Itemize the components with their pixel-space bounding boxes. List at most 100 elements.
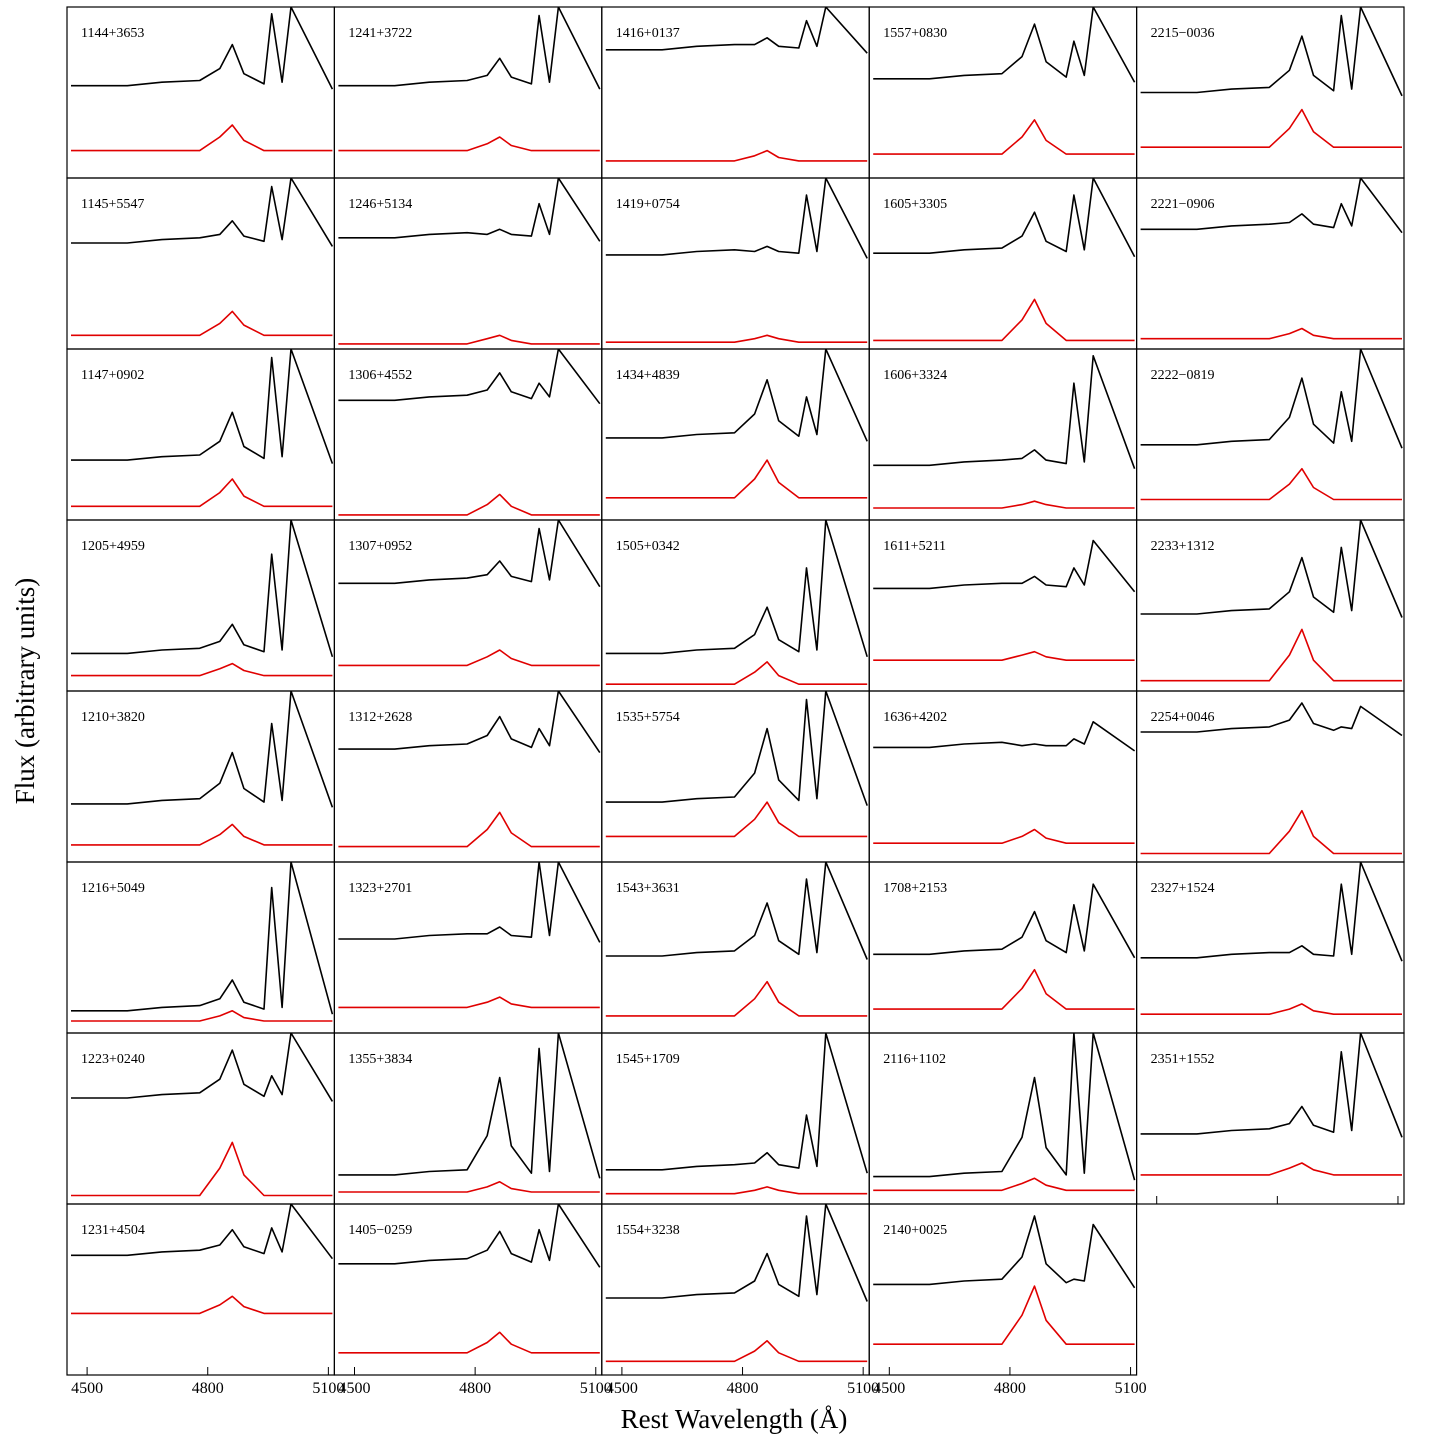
x-tick-label: 4500	[339, 1380, 371, 1397]
spectrum-line	[71, 862, 334, 1015]
spectrum-line	[71, 1204, 334, 1260]
spectrum-line	[338, 862, 601, 943]
panel-label: 2254+0046	[1151, 710, 1215, 725]
spectrum-line	[71, 662, 333, 677]
panel-label: 1708+2153	[883, 881, 947, 896]
spectrum-line	[1140, 809, 1402, 855]
panel	[605, 7, 868, 162]
spectrum-line	[605, 1340, 868, 1363]
panel	[873, 1033, 1136, 1192]
spectrum-line	[1140, 862, 1403, 962]
panel-label: 1306+4552	[348, 368, 412, 383]
panel-label: 1405−0259	[348, 1223, 412, 1238]
panel	[71, 691, 334, 846]
spectrum-line	[71, 1295, 333, 1315]
panel	[338, 691, 601, 848]
spectrum-line	[1140, 108, 1402, 148]
spectrum-line	[338, 691, 601, 754]
panel	[605, 349, 868, 499]
spectrum-line	[1140, 467, 1402, 501]
spectrum-line	[71, 349, 334, 464]
spectrum-line	[873, 1177, 1135, 1192]
panel	[605, 178, 868, 344]
panel	[1140, 1033, 1403, 1176]
panel	[873, 539, 1136, 662]
spectrum-line	[338, 520, 601, 588]
panel-label: 1307+0952	[348, 539, 412, 554]
spectrum-line	[338, 136, 600, 152]
spectrum-line	[1140, 628, 1402, 682]
spectrum-line	[605, 801, 868, 838]
panel	[338, 520, 601, 667]
spectrum-line	[1140, 7, 1403, 97]
panel	[338, 1033, 601, 1193]
panel	[338, 862, 601, 1009]
x-tick-label: 5100	[580, 1380, 612, 1397]
panel-label: 1543+3631	[616, 881, 680, 896]
panel	[71, 862, 334, 1022]
y-axis-title: Flux (arbitrary units)	[10, 578, 40, 804]
panel-label: 1611+5211	[883, 539, 946, 554]
spectrum-line	[338, 7, 601, 90]
x-tick-label: 4800	[994, 1380, 1026, 1397]
spectrum-line	[605, 1186, 868, 1195]
panel	[605, 691, 868, 838]
panel-label: 2140+0025	[883, 1223, 947, 1238]
panel	[1140, 7, 1403, 148]
spectrum-line	[605, 1204, 868, 1302]
spectrum-line	[873, 1215, 1136, 1289]
spectrum-line	[873, 650, 1135, 662]
spectrum-line	[71, 124, 333, 152]
x-tick-label: 4500	[71, 1380, 103, 1397]
panel-label: 1419+0754	[616, 197, 680, 212]
spectrum-line	[605, 178, 868, 259]
spectrum-line	[71, 310, 333, 337]
panel	[338, 1204, 601, 1354]
panel-label: 1312+2628	[348, 710, 412, 725]
spectrum-line	[71, 1009, 333, 1022]
panel-label: 2351+1552	[1151, 1052, 1215, 1067]
panel-label: 2215−0036	[1151, 26, 1215, 41]
spectrum-line	[71, 178, 334, 247]
panel-frame	[1135, 1032, 1405, 1205]
spectrum-line	[605, 980, 868, 1017]
x-tick-label: 5100	[1115, 1380, 1147, 1397]
spectrum-line	[1140, 702, 1403, 737]
spectrum-line	[873, 883, 1136, 959]
panel-label: 1147+0902	[81, 368, 144, 383]
x-tick-label: 5100	[847, 1380, 879, 1397]
spectrum-line	[605, 661, 868, 686]
spectrum-line	[605, 7, 868, 54]
panel-label: 1636+4202	[883, 710, 947, 725]
spectrum-line	[873, 298, 1135, 342]
spectrum-line	[338, 334, 600, 345]
panel	[1140, 702, 1403, 855]
panel-label: 2116+1102	[883, 1052, 946, 1067]
panel	[338, 7, 601, 152]
panel-label: 2233+1312	[1151, 539, 1215, 554]
panel	[605, 1033, 868, 1195]
spectrum-line	[338, 1181, 600, 1193]
panel	[71, 349, 334, 508]
spectrum-line	[873, 539, 1136, 593]
spectrum-line	[605, 349, 868, 442]
spectrum-line	[338, 996, 600, 1009]
spectrum-line	[338, 1033, 601, 1179]
panel-label: 1246+5134	[348, 197, 412, 212]
spectrum-line	[338, 811, 600, 848]
panel-label: 2327+1524	[1151, 881, 1215, 896]
panel	[71, 520, 334, 677]
panel	[605, 1204, 868, 1363]
spectrum-line	[873, 354, 1136, 469]
spectrum-line	[71, 1141, 333, 1197]
panel-label: 1416+0137	[616, 26, 680, 41]
panel-label: 1223+0240	[81, 1052, 145, 1067]
x-tick-label: 4500	[606, 1380, 638, 1397]
spectrum-line	[605, 862, 868, 960]
spectrum-line	[1140, 178, 1403, 234]
spectrum-line	[1140, 520, 1403, 618]
panel	[873, 1215, 1136, 1345]
spectrum-line	[605, 459, 868, 499]
spectrum-line	[873, 1285, 1135, 1345]
spectrum-line	[873, 7, 1136, 83]
